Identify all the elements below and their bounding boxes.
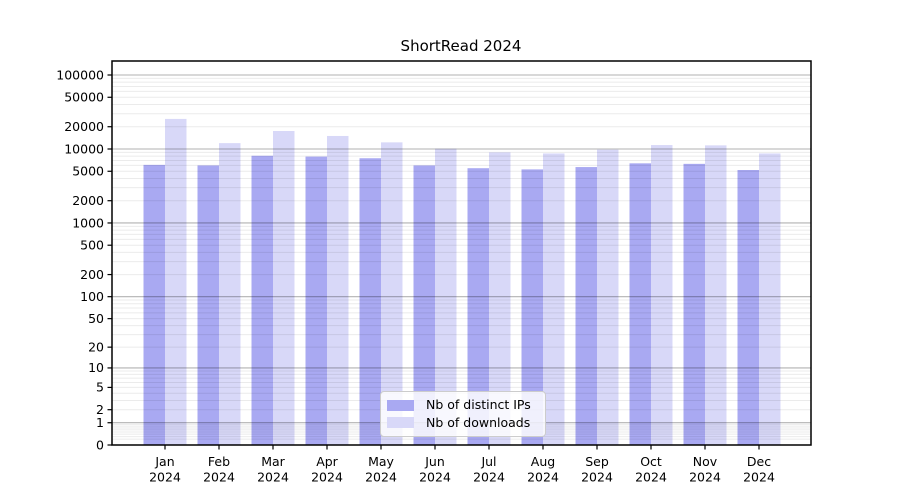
y-tick-label: 100000 [56, 67, 104, 82]
bar-oct-2024-distinct-ips [629, 163, 651, 446]
bar-nov-2024-distinct-ips [683, 163, 705, 446]
x-tick-label: Aug 2024 [527, 454, 559, 485]
bar-dec-2024-distinct-ips [737, 170, 759, 445]
y-tick-label: 2000 [72, 193, 104, 208]
bar-may-2024-distinct-ips [359, 158, 381, 445]
x-tick-label: Dec 2024 [743, 454, 775, 485]
legend-label-distinct-ips: Nb of distinct IPs [426, 397, 531, 412]
x-tick-label: Jul 2024 [473, 454, 505, 485]
bar-jan-2024-downloads [165, 118, 187, 445]
bar-jul-2024-downloads [489, 152, 511, 445]
y-tick-label: 5000 [72, 164, 104, 179]
bar-jun-2024-downloads [435, 148, 457, 445]
bar-may-2024-downloads [381, 142, 403, 445]
bar-mar-2024-distinct-ips [251, 155, 273, 446]
y-tick-label: 0 [96, 437, 104, 452]
x-tick-label: Sep 2024 [581, 454, 613, 485]
bar-sep-2024-distinct-ips [575, 167, 597, 445]
y-tick-label: 10 [88, 360, 104, 375]
bar-sep-2024-downloads [597, 149, 619, 445]
y-tick-label: 20000 [64, 119, 104, 134]
x-tick-label: Mar 2024 [257, 454, 289, 485]
bar-jul-2024-distinct-ips [467, 168, 489, 445]
y-tick-label: 2 [96, 402, 104, 417]
bar-mar-2024-downloads [273, 131, 295, 445]
y-tick-label: 500 [80, 238, 104, 253]
bar-oct-2024-downloads [651, 145, 673, 446]
y-tick-label: 10000 [64, 141, 104, 156]
bar-apr-2024-downloads [327, 135, 349, 445]
axes-layer: 0 12 5 10 20 50 100 200 500 1000 2000 5000 10000 2000… [56, 60, 812, 485]
legend-label-downloads: Nb of downloads [426, 414, 531, 430]
bar-jun-2024-distinct-ips [413, 165, 435, 446]
bar-apr-2024-distinct-ips [305, 156, 327, 445]
legend-item-downloads: Nb of downloads [387, 414, 537, 430]
bar-feb-2024-distinct-ips [197, 165, 219, 446]
x-tick-label: Apr 2024 [311, 454, 343, 485]
legend-item-distinct-ips: Nb of distinct IPs [387, 397, 537, 412]
bar-feb-2024-downloads [219, 143, 241, 445]
x-tick-label: Feb 2024 [203, 454, 235, 485]
bars-layer [143, 118, 781, 446]
y-tick-label: 5 [96, 380, 104, 395]
y-tick-label: 200 [80, 267, 104, 282]
y-tick-label: 50000 [64, 90, 104, 105]
y-tick-label: 1 [96, 415, 104, 430]
x-tick-label: Oct 2024 [635, 454, 667, 485]
legend: Nb of distinct IPs Nb of downloads [380, 391, 546, 437]
bar-nov-2024-downloads [705, 145, 727, 446]
y-tick-label: 100 [80, 289, 104, 304]
bar-aug-2024-distinct-ips [521, 169, 543, 445]
y-tick-label: 20 [88, 339, 104, 354]
bar-aug-2024-downloads [543, 153, 565, 446]
y-tick-label: 50 [88, 311, 104, 326]
x-tick-label: Nov 2024 [689, 454, 721, 485]
bar-jan-2024-distinct-ips [143, 164, 165, 446]
legend-swatch-downloads [387, 417, 414, 429]
legend-swatch-distinct-ips [387, 399, 414, 411]
y-tick-label: 1000 [72, 215, 104, 230]
chart-title: ShortRead 2024 [401, 37, 522, 55]
plot-border [111, 60, 812, 446]
x-tick-label: Jan 2024 [149, 454, 181, 485]
x-tick-label: May 2024 [365, 454, 397, 485]
bar-dec-2024-downloads [759, 153, 781, 446]
x-tick-label: Jun 2024 [419, 454, 451, 485]
